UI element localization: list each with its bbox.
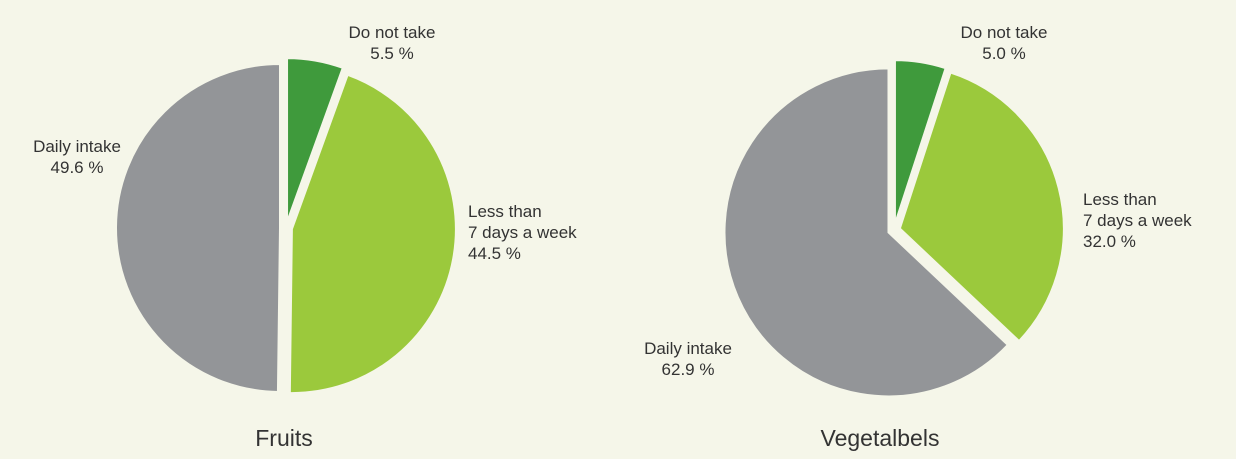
pie-slice [898, 71, 1065, 343]
slice-value: 5.5 % [370, 44, 414, 63]
pie-slice [893, 59, 947, 225]
pie-slice [286, 57, 345, 223]
slice-value: 49.6 % [50, 158, 104, 177]
slice-label: Less than 7 days a week 32.0 % [1083, 189, 1236, 252]
slice-label: Daily intake 62.9 % [618, 338, 758, 380]
pie-slice [723, 67, 1010, 398]
slice-label: Do not take 5.0 % [944, 22, 1064, 64]
slice-label: Do not take 5.5 % [332, 22, 452, 64]
chart-title: Vegetalbels [820, 425, 940, 451]
slice-category: Daily intake [33, 137, 121, 156]
slice-value: 32.0 % [1083, 232, 1136, 251]
slice-label: Less than 7 days a week 44.5 % [468, 201, 628, 264]
slice-label: Daily intake 49.6 % [0, 136, 154, 178]
slice-value: 44.5 % [468, 244, 521, 263]
chart-title: Fruits [255, 425, 313, 451]
slice-category: Do not take [960, 23, 1048, 42]
slice-category: Do not take [348, 23, 436, 42]
slice-category: Less than 7 days a week [1083, 190, 1192, 230]
slice-category: Less than 7 days a week [468, 202, 577, 242]
pie-slice [288, 73, 457, 395]
slice-value: 5.0 % [982, 44, 1026, 63]
pie-slice [115, 62, 281, 393]
slice-category: Daily intake [644, 339, 732, 358]
slice-value: 62.9 % [661, 360, 715, 379]
